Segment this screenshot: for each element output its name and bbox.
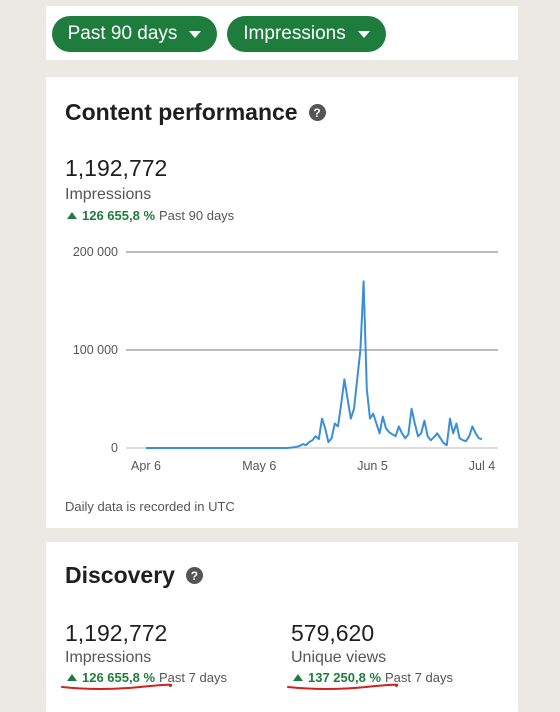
discovery-impressions-trend: 126 655,8 % Past 7 days <box>67 670 227 685</box>
trend-percent: 126 655,8 % <box>82 670 156 685</box>
impressions-label: Impressions <box>65 186 152 203</box>
metric-label: Impressions <box>243 23 346 44</box>
filter-bar: Past 90 days Impressions <box>46 6 518 60</box>
total-impressions: 1,192,772 <box>65 155 168 181</box>
impressions-line-chart: 0 100 000 200 000 Apr 6 May 6 Jun 5 Jul 4 <box>73 245 498 472</box>
help-icon[interactable]: ? <box>308 104 326 121</box>
x-tick-label: Apr 6 <box>131 459 161 472</box>
unique-views-trend: 137 250,8 % Past 7 days <box>293 670 453 685</box>
content-performance-card: Content performance ? 1,192,772 Impressi… <box>46 77 518 528</box>
red-underline-mark <box>61 683 172 690</box>
discovery-impressions-value: 1,192,772 <box>65 620 168 646</box>
trend-up-icon <box>67 212 77 219</box>
discovery-card: Discovery ? 1,192,772 Impressions 126 65… <box>46 542 518 712</box>
y-tick-label: 0 <box>111 441 118 455</box>
trend-up-icon <box>293 674 303 681</box>
discovery-impressions-label: Impressions <box>65 649 152 666</box>
date-range-dropdown[interactable]: Past 90 days <box>52 16 217 52</box>
metric-dropdown[interactable]: Impressions <box>227 16 386 52</box>
unique-views-value: 579,620 <box>291 620 375 646</box>
utc-footnote: Daily data is recorded in UTC <box>65 499 235 514</box>
y-tick-label: 200 000 <box>73 245 118 259</box>
impressions-series-line <box>146 280 483 449</box>
trend-up-icon <box>67 674 77 681</box>
red-underline-mark <box>287 683 398 690</box>
help-icon[interactable]: ? <box>185 567 203 584</box>
unique-views-label: Unique views <box>291 649 387 666</box>
date-range-label: Past 90 days <box>67 23 178 44</box>
discovery-title: Discovery ? <box>65 562 203 589</box>
trend-percent: 137 250,8 % <box>308 670 382 685</box>
discovery-title-text: Discovery <box>65 562 175 588</box>
trend-percent: 126 655,8 % <box>82 208 156 223</box>
caret-down-icon <box>357 30 370 38</box>
x-tick-label: Jul 4 <box>469 459 495 472</box>
content-performance-title-text: Content performance <box>65 99 298 125</box>
x-tick-label: May 6 <box>242 459 276 472</box>
trend-period: Past 90 days <box>159 208 235 223</box>
impressions-trend: 126 655,8 % Past 90 days <box>67 208 234 223</box>
y-tick-label: 100 000 <box>73 343 118 357</box>
caret-down-icon <box>189 30 202 38</box>
content-performance-title: Content performance ? <box>65 99 326 126</box>
x-tick-label: Jun 5 <box>357 459 388 472</box>
trend-period: Past 7 days <box>385 670 453 685</box>
trend-period: Past 7 days <box>159 670 227 685</box>
